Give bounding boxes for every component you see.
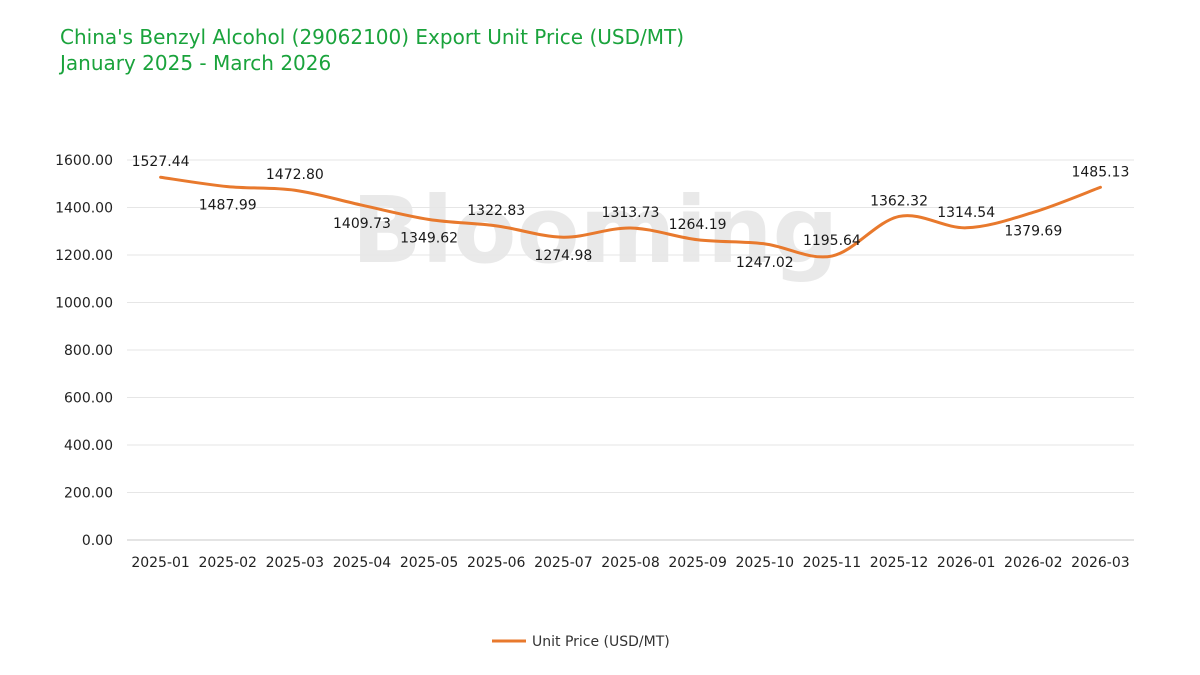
y-tick-label: 1600.00 [55, 153, 113, 169]
watermark: Blooming [352, 177, 839, 284]
chart-title-line-1: China's Benzyl Alcohol (29062100) Export… [60, 25, 685, 49]
chart-title: China's Benzyl Alcohol (29062100) Export… [60, 24, 684, 76]
x-tick-label: 2026-03 [1071, 555, 1130, 571]
data-label: 1362.32 [870, 193, 928, 209]
data-label: 1487.99 [199, 198, 257, 214]
data-labels: 1527.44 1487.99 1472.80 1409.73 1349.62 1322.… [132, 154, 1130, 271]
y-tick-label: 800.00 [64, 343, 113, 359]
x-tick-label: 2025-12 [870, 555, 929, 571]
data-label: 1527.44 [132, 154, 190, 170]
y-tick-label: 1400.00 [55, 201, 113, 217]
x-axis-ticks: 2025-01 2025-02 2025-03 2025-04 2025-05 2025-… [131, 555, 1129, 571]
data-label: 1247.02 [736, 255, 794, 271]
y-tick-label: 0.00 [82, 533, 113, 549]
y-tick-label: 600.00 [64, 391, 113, 407]
x-tick-label: 2025-04 [333, 555, 392, 571]
data-label: 1314.54 [937, 205, 995, 221]
data-label: 1379.69 [1004, 223, 1062, 239]
x-tick-label: 2026-02 [1004, 555, 1063, 571]
x-tick-label: 2025-07 [534, 555, 593, 571]
legend-label: Unit Price (USD/MT) [532, 634, 670, 650]
x-tick-label: 2025-05 [400, 555, 459, 571]
data-label: 1313.73 [602, 205, 660, 221]
data-label: 1349.62 [400, 230, 458, 246]
x-tick-label: 2025-10 [736, 555, 795, 571]
data-label: 1485.13 [1071, 164, 1129, 180]
data-label: 1274.98 [534, 248, 592, 264]
x-tick-label: 2025-08 [601, 555, 660, 571]
chart-title-line-2: January 2025 - March 2026 [60, 51, 332, 75]
series-line-unit-price [159, 175, 1102, 259]
x-tick-label: 2025-06 [467, 555, 526, 571]
data-label: 1409.73 [333, 216, 391, 232]
y-tick-label: 200.00 [64, 486, 113, 502]
data-label: 1472.80 [266, 167, 324, 183]
data-label: 1195.64 [803, 233, 861, 249]
data-label: 1264.19 [669, 217, 727, 233]
x-tick-label: 2025-09 [668, 555, 727, 571]
x-tick-label: 2026-01 [937, 555, 996, 571]
y-tick-label: 400.00 [64, 438, 113, 454]
x-tick-label: 2025-11 [803, 555, 862, 571]
y-tick-label: 1200.00 [55, 248, 113, 264]
legend: Unit Price (USD/MT) [492, 634, 670, 650]
x-tick-label: 2025-02 [198, 555, 257, 571]
x-tick-label: 2025-03 [266, 555, 325, 571]
x-tick-label: 2025-01 [131, 555, 190, 571]
data-label: 1322.83 [467, 203, 525, 219]
y-tick-label: 1000.00 [55, 296, 113, 312]
y-axis-ticks: 0.00 200.00 400.00 600.00 800.00 1000.00 1200.… [55, 153, 113, 549]
grid-lines [127, 159, 1134, 541]
